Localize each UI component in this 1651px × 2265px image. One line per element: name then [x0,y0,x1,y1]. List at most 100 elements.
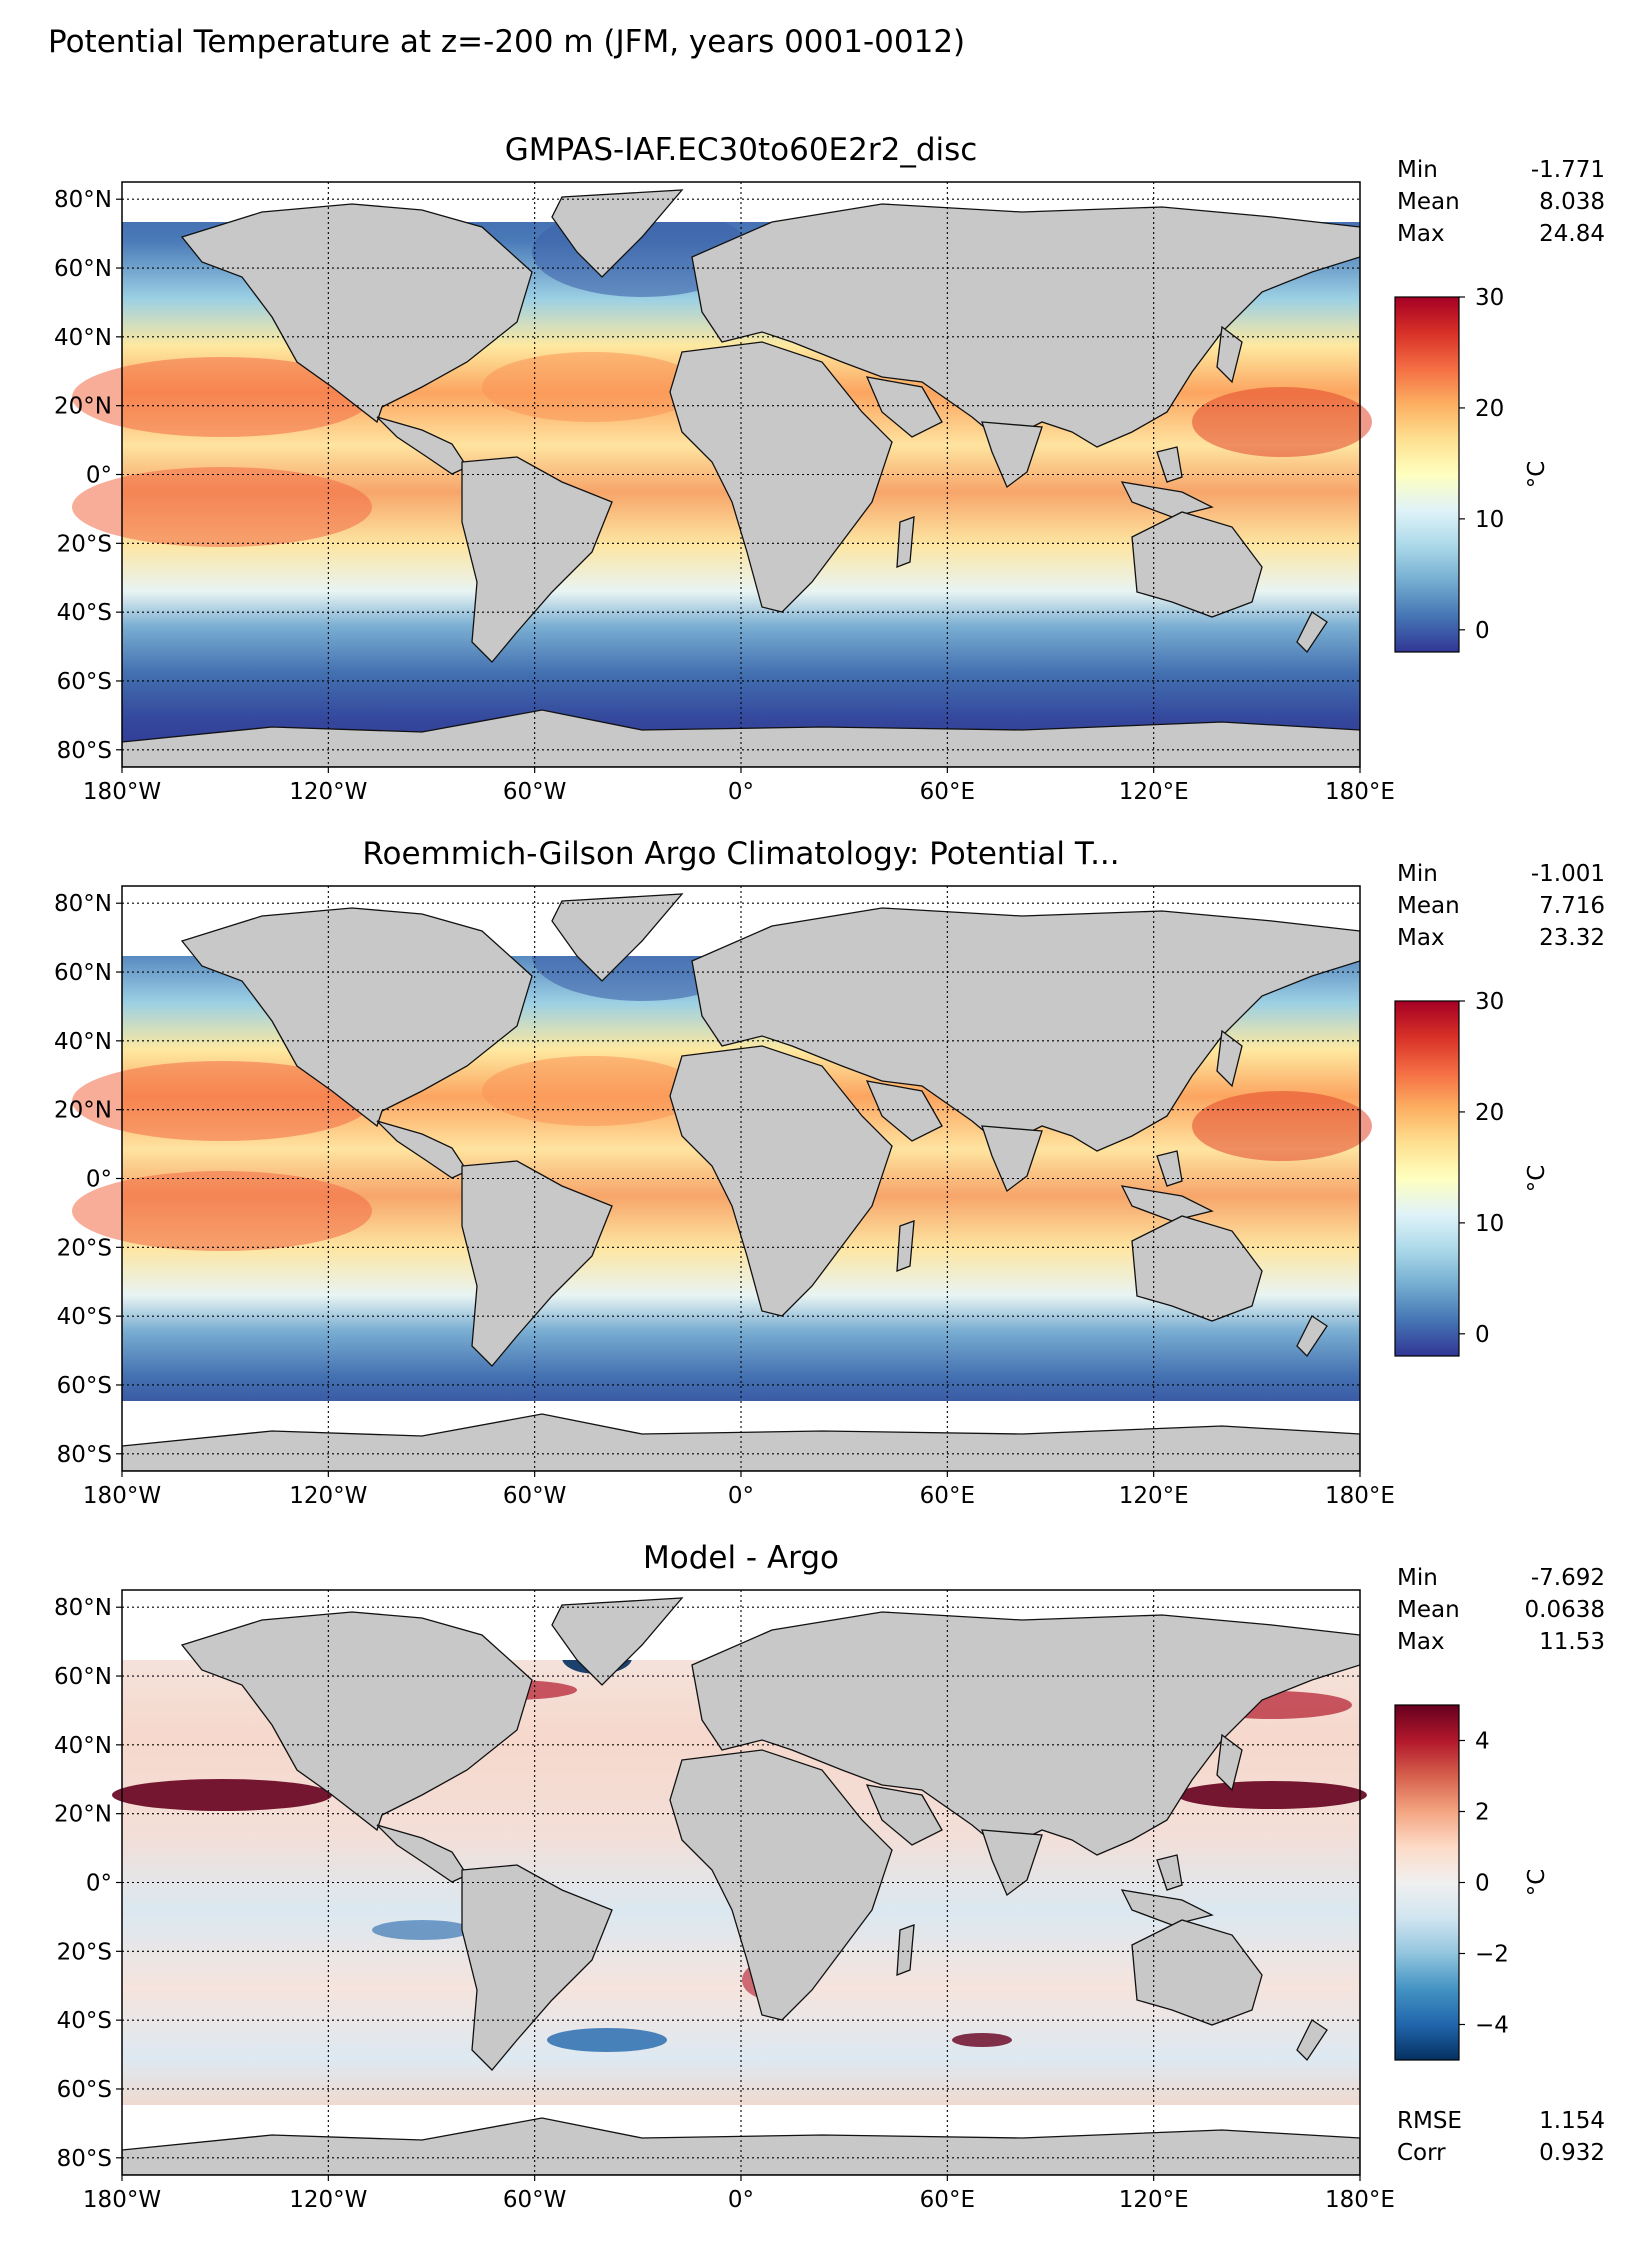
colorbar-unit: °C [1524,1165,1550,1193]
colorbar-unit: °C [1524,461,1550,489]
stat-label: Min [1397,861,1438,887]
stats-box: Min -1.001 Mean 7.716 Max 23.32 [1397,861,1605,951]
panel-title: Model - Argo [643,1540,839,1576]
y-tick-label: 20°N [54,1098,112,1124]
colorbar: 4 2 0 −2 −4 °C [1394,1704,1550,2061]
stat-label: Mean [1397,893,1460,919]
stat-label: Mean [1397,189,1460,215]
warm-gyre [72,467,372,547]
gridlines [122,182,1360,767]
x-tick-label: 120°E [1119,779,1189,805]
colorbar-tick-label: 10 [1475,1211,1504,1237]
colorbar-tick-label: 10 [1475,507,1504,533]
x-tick-label: 0° [728,779,754,805]
y-tick-label: 20°S [57,1939,112,1965]
y-tick-label: 40°S [57,1304,112,1330]
stat-value: 0.932 [1539,2140,1605,2166]
y-tick-label: 40°S [57,2008,112,2034]
stat-value: 23.32 [1539,925,1605,951]
stat-value: -1.771 [1531,157,1605,183]
x-tick-label: 120°W [289,1483,367,1509]
colorbar-tick-label: 30 [1475,989,1504,1015]
x-tick-label: 180°W [83,779,161,805]
x-tick-label: 0° [728,2187,754,2213]
colorbar-unit: °C [1524,1869,1550,1897]
panel-title: GMPAS-IAF.EC30to60E2r2_disc [505,132,978,168]
y-tick-label: 80°S [57,1442,112,1468]
y-tick-label: 60°S [57,1373,112,1399]
stat-value: 0.0638 [1525,1597,1605,1623]
y-tick-label: 20°N [54,394,112,420]
colorbar-gradient [1394,1704,1460,2061]
map-panel-1: GMPAS-IAF.EC30to60E2r2_disc 80°N 60°N 40°N 2… [54,132,1605,805]
anomaly-positive [952,2033,1012,2047]
stat-value: 11.53 [1539,1629,1605,1655]
x-tick-label: 180°E [1325,1483,1395,1509]
y-tick-label: 0° [86,1167,112,1193]
x-tick-label: 60°E [920,1483,975,1509]
colorbar: 0 10 20 30 °C [1394,285,1550,653]
stat-value: -1.001 [1531,861,1605,887]
colorbar-tick-label: 0 [1475,1322,1490,1348]
x-tick-label: 60°W [503,1483,567,1509]
y-tick-label: 40°N [54,1029,112,1055]
y-tick-label: 60°S [57,669,112,695]
stat-value: 7.716 [1539,893,1605,919]
colorbar-gradient [1394,296,1460,653]
y-tick-label: 60°N [54,256,112,282]
colorbar: 0 10 20 30 °C [1394,989,1550,1357]
anomaly-negative [547,2028,667,2052]
warm-gyre [72,1171,372,1251]
y-tick-label: 80°S [57,2146,112,2172]
warm-gyre [1192,387,1372,457]
y-tick-label: 20°N [54,1802,112,1828]
y-tick-label: 60°S [57,2077,112,2103]
stat-label: Min [1397,157,1438,183]
figure-title: Potential Temperature at z=-200 m (JFM, … [48,24,965,60]
colorbar-tick-label: 20 [1475,1100,1504,1126]
stat-value: 24.84 [1539,221,1605,247]
x-tick-label: 180°W [83,1483,161,1509]
x-tick-label: 180°W [83,2187,161,2213]
colorbar-tick-label: 30 [1475,285,1504,311]
stat-label: Min [1397,1565,1438,1591]
stat-label: Corr [1397,2140,1446,2166]
y-tick-label: 40°S [57,600,112,626]
anomaly-positive [1177,1781,1367,1809]
colorbar-tick-label: 0 [1475,1871,1490,1897]
y-tick-label: 80°N [54,187,112,213]
colorbar-tick-label: −2 [1475,1942,1509,1968]
map-panel-2: Roemmich-Gilson Argo Climatology: Potent… [54,836,1605,1509]
stats-box: Min -7.692 Mean 0.0638 Max 11.53 [1397,1565,1605,1655]
x-tick-label: 60°E [920,2187,975,2213]
y-tick-label: 80°N [54,891,112,917]
warm-gyre [1192,1091,1372,1161]
stat-label: RMSE [1397,2108,1462,2134]
anomaly-negative [372,1920,472,1940]
x-tick-label: 60°E [920,779,975,805]
colorbar-tick-label: 4 [1475,1729,1490,1755]
y-tick-label: 0° [86,1871,112,1897]
x-tick-label: 60°W [503,2187,567,2213]
stat-label: Max [1397,1629,1445,1655]
x-tick-label: 180°E [1325,2187,1395,2213]
stat-label: Mean [1397,1597,1460,1623]
stat-value: -7.692 [1531,1565,1605,1591]
colorbar-tick-label: 2 [1475,1800,1490,1826]
stat-value: 8.038 [1539,189,1605,215]
colorbar-tick-label: −4 [1475,2013,1509,2039]
stat-label: Max [1397,221,1445,247]
y-tick-label: 40°N [54,1733,112,1759]
y-tick-label: 20°S [57,1235,112,1261]
map-panel-3: Model - Argo 80°N 60°N 40°N 20°N 0° 20°S 40°S 60… [54,1540,1605,2213]
y-tick-label: 80°S [57,738,112,764]
stat-value: 1.154 [1539,2108,1605,2134]
gridlines [122,886,1360,1471]
x-tick-label: 120°E [1119,1483,1189,1509]
panel-title: Roemmich-Gilson Argo Climatology: Potent… [362,836,1119,872]
warm-gyre [482,352,702,422]
colorbar-gradient [1394,1000,1460,1357]
y-tick-label: 20°S [57,531,112,557]
y-tick-label: 0° [86,463,112,489]
